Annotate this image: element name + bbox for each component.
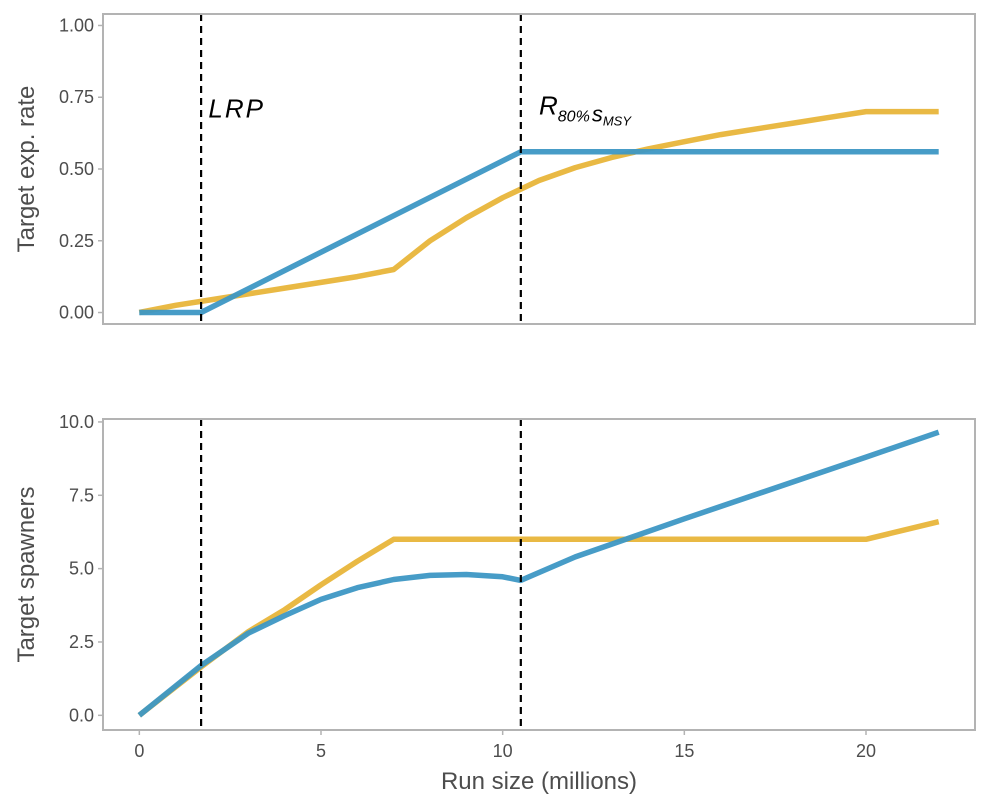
- panel-border: [102, 13, 976, 325]
- x-axis-title: Run size (millions): [441, 768, 637, 795]
- y-tick-label: 1.00: [59, 15, 94, 35]
- x-tick-label: 15: [674, 741, 694, 761]
- y-axis-title: Target exp. rate: [13, 86, 40, 253]
- x-tick-label: 10: [493, 741, 513, 761]
- y-tick-label: 0.00: [59, 303, 94, 323]
- y-tick-label: 5.0: [69, 559, 94, 579]
- panel-spawners: 0.0 2.5 5.0 7.5 10.0 0 5 10 15 20 Target spawners: [13, 412, 976, 761]
- series-line-1: [139, 149, 939, 316]
- annotation-main: R: [539, 90, 558, 120]
- panel-border: [102, 418, 976, 731]
- annotation-subscript: 80%: [558, 108, 590, 125]
- annotation-subscript-msy: MSY: [603, 113, 633, 128]
- y-tick-label: 2.5: [69, 632, 94, 652]
- x-tick-label: 0: [134, 741, 144, 761]
- series-line-1: [137, 429, 940, 718]
- y-tick-label: 0.75: [59, 87, 94, 107]
- panel-exploitation-rate: 0.00 0.25 0.50 0.75 1.00 Target exp. rate LRP R…: [13, 13, 976, 325]
- series-line-0: [137, 519, 940, 718]
- y-tick-label: 10.0: [59, 412, 94, 432]
- series-line-0: [138, 108, 939, 316]
- annotation-0: LRP: [208, 93, 265, 123]
- x-tick-label: 20: [856, 741, 876, 761]
- annotation-subscript-s: s: [592, 101, 603, 126]
- y-tick-label: 0.0: [69, 705, 94, 725]
- x-tick-label: 5: [316, 741, 326, 761]
- annotation-1: R80%sMSY: [539, 90, 632, 128]
- y-axis-title: Target spawners: [13, 486, 40, 662]
- y-tick-label: 0.50: [59, 159, 94, 179]
- y-tick-label: 7.5: [69, 485, 94, 505]
- y-tick-label: 0.25: [59, 231, 94, 251]
